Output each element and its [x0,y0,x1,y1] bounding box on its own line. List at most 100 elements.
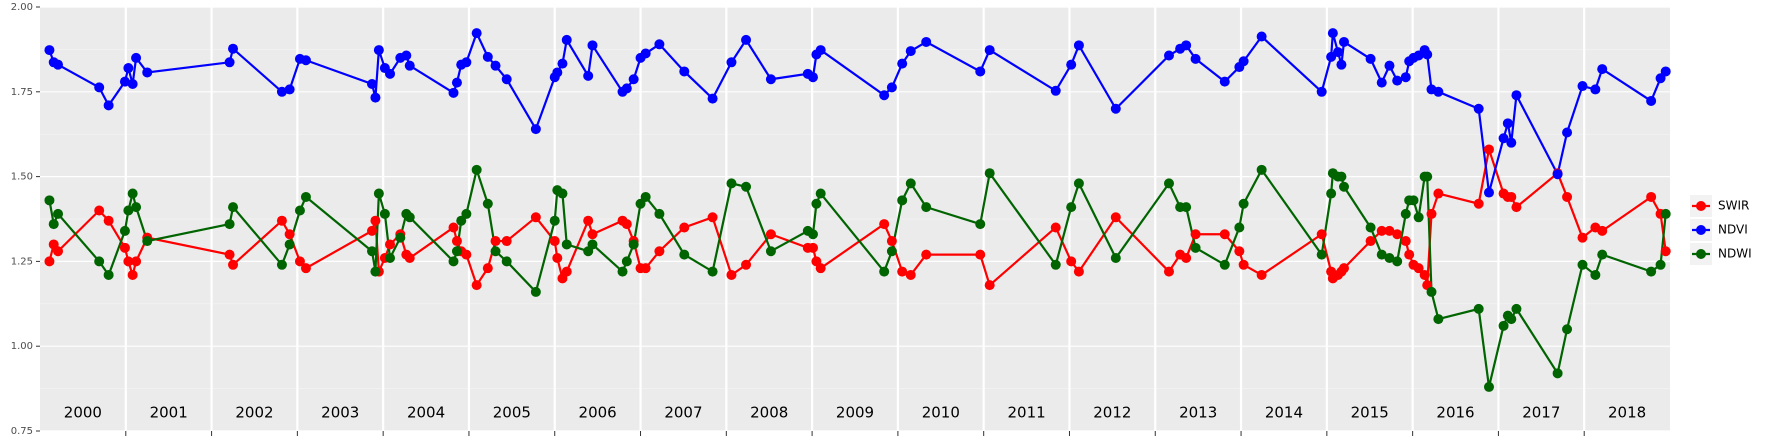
point [1392,256,1403,267]
year-label: 2004 [407,404,445,422]
point [1050,222,1061,233]
point [807,242,818,253]
point [1073,40,1084,51]
point [1506,314,1517,325]
point [1339,36,1349,47]
point [897,195,908,206]
point [1473,103,1484,114]
point [1066,59,1077,70]
point [1426,208,1437,219]
point [1473,303,1484,314]
point [1190,242,1201,253]
year-label: 2003 [321,404,359,422]
point [284,84,295,95]
point [103,215,114,226]
point [490,246,501,257]
y-tick-label: 1.75 [11,87,33,98]
point [807,72,818,83]
point [984,45,995,56]
point [583,70,594,81]
point [385,253,396,264]
point [1392,229,1403,240]
point [886,246,897,257]
point [127,188,138,199]
y-tick-label: 1.25 [11,256,33,267]
point [482,198,493,209]
point [131,52,142,63]
point [123,256,134,267]
point [984,280,995,291]
point [1327,28,1338,39]
point [367,225,378,236]
point [679,66,690,77]
point [471,280,482,291]
point [905,269,916,280]
point [53,246,64,257]
point [1413,263,1424,274]
year-label: 2007 [664,404,702,422]
point [451,77,462,88]
point [1511,202,1522,213]
point [583,215,594,226]
point [94,82,105,93]
point [654,39,665,50]
point [404,60,415,71]
point [1483,144,1494,155]
point [984,168,995,179]
point [385,68,396,79]
point [373,188,384,199]
legend-dot [1696,249,1706,259]
point [617,266,628,277]
point [1336,171,1347,182]
point [1660,208,1671,219]
point [1110,253,1121,264]
point [461,208,472,219]
point [765,246,776,257]
point [1238,259,1249,270]
point [561,239,572,250]
point [1219,76,1230,87]
point [1422,171,1433,182]
point [1413,212,1424,223]
point [1655,259,1666,270]
point [552,67,563,78]
point [726,269,737,280]
point [1660,246,1671,257]
point [451,236,462,247]
point [119,76,130,87]
point [1400,72,1411,83]
point [1376,77,1387,88]
point [294,256,305,267]
point [549,215,560,226]
point [1660,66,1671,77]
point [707,266,718,277]
point [448,256,459,267]
point [284,229,295,240]
point [621,256,632,267]
point [1597,225,1608,236]
point [1365,236,1376,247]
point [123,205,134,216]
point [530,212,541,223]
point [679,249,690,260]
point [1597,64,1608,75]
point [1365,222,1376,233]
point [1577,259,1588,270]
point [276,259,287,270]
point [1073,266,1084,277]
point [1646,266,1657,277]
point [1332,47,1343,58]
point [1552,169,1563,180]
point [1392,75,1403,86]
point [635,198,646,209]
point [1498,133,1509,144]
point [1577,81,1588,92]
point [119,242,130,253]
point [228,202,239,213]
point [1433,314,1444,325]
year-label: 2001 [150,404,188,422]
point [294,205,305,216]
point [741,259,752,270]
